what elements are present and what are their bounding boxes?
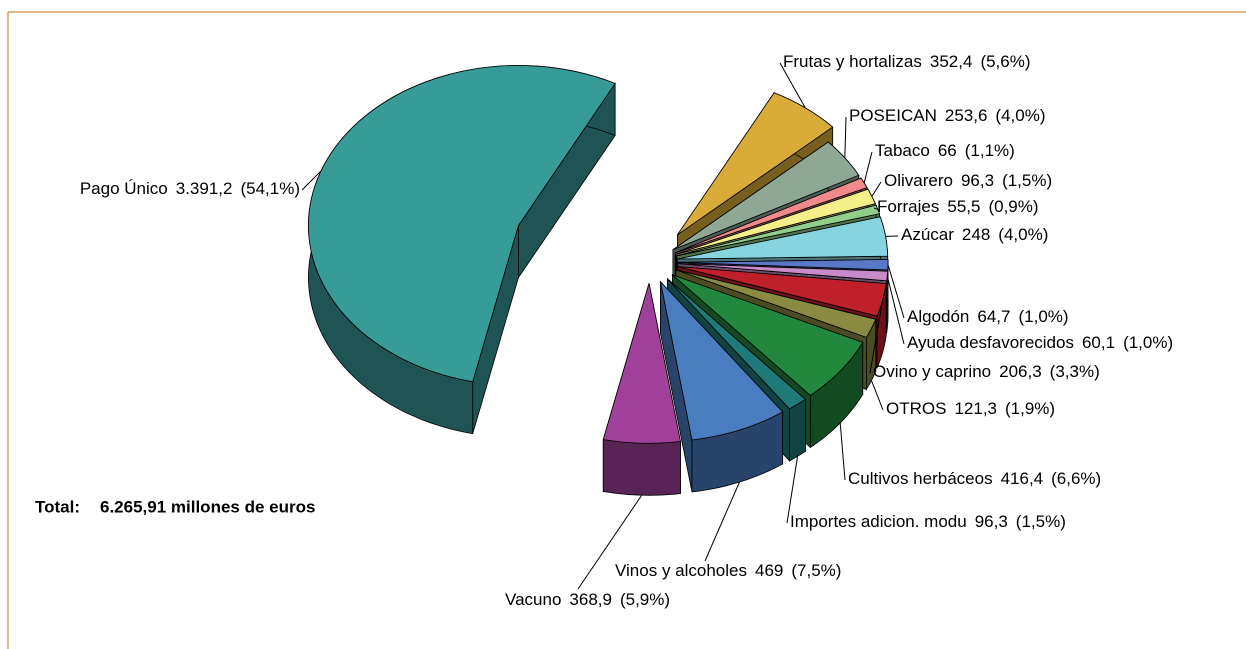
- label-value: 368,9: [569, 590, 612, 609]
- leader-line: [786, 456, 799, 524]
- leader-line: [863, 151, 873, 184]
- leader-line: [704, 481, 740, 562]
- label-value: 416,4: [1001, 469, 1044, 488]
- label-value: 60,1: [1082, 333, 1115, 352]
- label-percentage: (7,5%): [791, 561, 841, 580]
- leader-line: [301, 170, 322, 191]
- label-category: Vinos y alcoholes: [615, 561, 747, 580]
- slice-label: Olivarero 96,3 (1,5%): [884, 171, 1052, 190]
- label-value: 206,3: [999, 362, 1042, 381]
- label-category: OTROS: [886, 399, 946, 418]
- label-value: 96,3: [961, 171, 994, 190]
- label-percentage: (1,0%): [1123, 333, 1173, 352]
- label-category: Importes adicion. modu: [790, 512, 967, 531]
- label-percentage: (4,0%): [995, 106, 1045, 125]
- slice-label: Vinos y alcoholes 469 (7,5%): [615, 561, 841, 580]
- label-value: 352,4: [930, 52, 973, 71]
- leader-line: [779, 62, 806, 109]
- label-percentage: (5,9%): [620, 590, 670, 609]
- slice-label: Ayuda desfavorecidos 60,1 (1,0%): [907, 333, 1173, 352]
- slice: [602, 283, 681, 496]
- label-category: Tabaco: [875, 141, 930, 160]
- slice-top: [675, 177, 868, 254]
- slice-label: Pago Único 3.391,2 (54,1%): [80, 179, 300, 198]
- label-value: 253,6: [945, 106, 988, 125]
- label-value: 469: [755, 561, 783, 580]
- slice-label: OTROS 121,3 (1,9%): [886, 399, 1055, 418]
- leader-line: [887, 264, 905, 319]
- label-value: 248: [962, 225, 990, 244]
- slice-top: [672, 141, 860, 251]
- slice-top: [675, 269, 877, 338]
- label-category: Olivarero: [884, 171, 953, 190]
- slice-label: Cultivos herbáceos 416,4 (6,6%): [848, 469, 1101, 488]
- label-percentage: (1,9%): [1005, 399, 1055, 418]
- slice: [308, 65, 616, 435]
- label-category: Ovino y caprino: [873, 362, 991, 381]
- label-percentage: (0,9%): [988, 197, 1038, 216]
- label-value: 96,3: [975, 512, 1008, 531]
- label-value: 121,3: [954, 399, 997, 418]
- slice-label: Frutas y hortalizas 352,4 (5,6%): [783, 52, 1031, 71]
- label-percentage: (1,5%): [1002, 171, 1052, 190]
- slice-top: [672, 274, 864, 396]
- label-category: Cultivos herbáceos: [848, 469, 993, 488]
- slice-top: [676, 204, 880, 257]
- slice-label: Algodón 64,7 (1,0%): [907, 307, 1069, 326]
- leader-line: [871, 181, 882, 197]
- slice: [659, 280, 784, 493]
- label-percentage: (5,6%): [980, 52, 1030, 71]
- label-category: Azúcar: [901, 225, 954, 244]
- slice-top: [675, 188, 876, 255]
- slice-top: [602, 283, 681, 444]
- label-category: Pago Único: [80, 179, 168, 198]
- leader-line: [839, 422, 846, 481]
- label-category: Ayuda desfavorecidos: [907, 333, 1074, 352]
- slice-label: Vacuno 368,9 (5,9%): [505, 590, 670, 609]
- slice-top: [677, 216, 889, 260]
- slice-label: Tabaco 66 (1,1%): [875, 141, 1015, 160]
- slice-top: [659, 280, 784, 441]
- slice-outer-wall: [602, 439, 681, 496]
- leader-line: [844, 116, 847, 158]
- label-value: 55,5: [947, 197, 980, 216]
- total-label: Total:: [35, 497, 80, 516]
- leader-line: [869, 299, 884, 374]
- slice-label: Forrajes 55,5 (0,9%): [877, 197, 1039, 216]
- slice-outer-wall: [789, 398, 806, 462]
- leader-line: [870, 380, 884, 411]
- leader-line: [873, 207, 878, 210]
- label-percentage: (1,5%): [1016, 512, 1066, 531]
- slice-top: [308, 65, 616, 383]
- slice-top: [677, 92, 834, 236]
- label-category: Forrajes: [877, 197, 939, 216]
- label-category: POSEICAN: [849, 106, 937, 125]
- label-category: Vacuno: [505, 590, 561, 609]
- label-percentage: (1,0%): [1018, 307, 1068, 326]
- label-category: Frutas y hortalizas: [783, 52, 922, 71]
- leader-line: [886, 275, 905, 345]
- slice-label: Ovino y caprino 206,3 (3,3%): [873, 362, 1100, 381]
- slice-label: Importes adicion. modu 96,3 (1,5%): [790, 512, 1066, 531]
- slice-label: Azúcar 248 (4,0%): [901, 225, 1048, 244]
- slice-top: [667, 278, 807, 410]
- leader-line: [577, 494, 643, 590]
- label-value: 66: [938, 141, 957, 160]
- label-percentage: (4,0%): [998, 225, 1048, 244]
- label-category: Algodón: [907, 307, 969, 326]
- label-percentage: (6,6%): [1051, 469, 1101, 488]
- label-percentage: (54,1%): [240, 179, 300, 198]
- label-percentage: (3,3%): [1050, 362, 1100, 381]
- label-value: 3.391,2: [176, 179, 233, 198]
- total-text: 6.265,91 millones de euros: [100, 497, 315, 516]
- label-percentage: (1,1%): [965, 141, 1015, 160]
- label-value: 64,7: [977, 307, 1010, 326]
- slice-label: POSEICAN 253,6 (4,0%): [849, 106, 1045, 125]
- slice-top: [677, 266, 887, 317]
